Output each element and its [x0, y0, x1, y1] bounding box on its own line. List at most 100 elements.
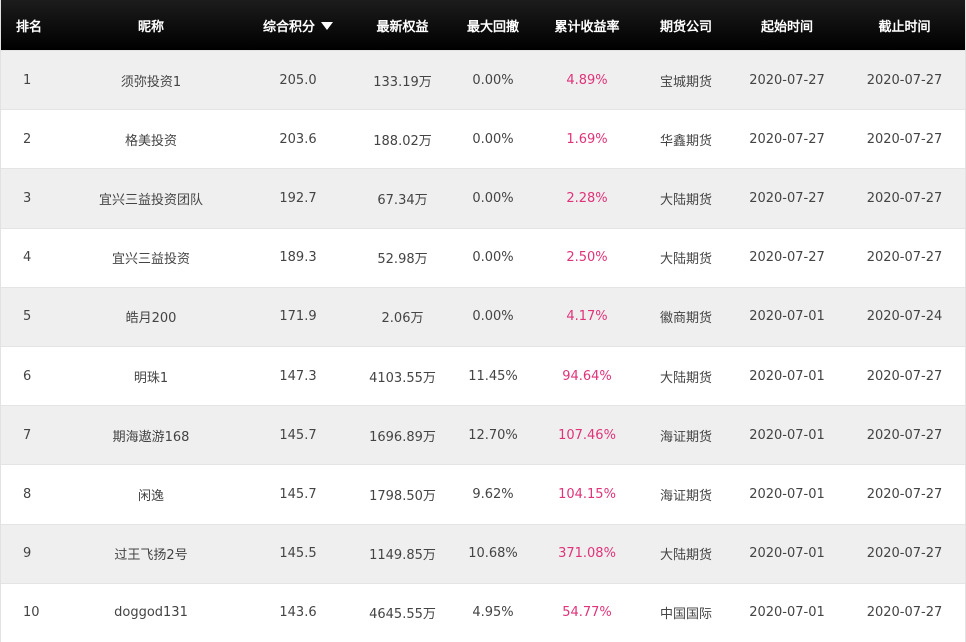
header-return: 累计收益率	[554, 19, 620, 35]
start-date-cell: 2020-07-01	[749, 486, 825, 502]
score-cell: 143.6	[279, 605, 317, 621]
end-date-cell: 2020-07-27	[866, 72, 943, 88]
end-date-cell: 2020-07-27	[866, 131, 943, 147]
return-cell: 1.69%	[566, 131, 608, 147]
table-header: 排名 昵称 综合积分 最新权益 最大回撤 累计收益率 期货公司 起始时间 截止时…	[1, 0, 965, 50]
start-date-cell: 2020-07-27	[749, 250, 825, 266]
header-drawdown: 最大回撤	[466, 19, 519, 35]
score-cell: 147.3	[279, 368, 317, 384]
table-row: 8 闲逸 145.7 1798.50万 9.62% 104.15% 海证期货 2020-07-…	[1, 464, 965, 524]
table-row: 9 过王飞扬2号 145.5 1149.85万 10.68% 371.08% 大陆期货 202…	[1, 523, 965, 583]
end-date-cell: 2020-07-27	[866, 190, 943, 206]
nickname-link[interactable]: 闲逸	[137, 488, 164, 504]
drawdown-cell: 12.70%	[468, 427, 518, 443]
header-score-label: 综合积分	[262, 19, 315, 35]
drawdown-cell: 0.00%	[472, 72, 514, 88]
nickname-link[interactable]: 格美投资	[124, 133, 177, 149]
header-nickname: 昵称	[137, 19, 164, 35]
table-row: 1 须弥投资1 205.0 133.19万 0.00% 4.89% 宝城期货 2020-07-…	[1, 50, 965, 110]
table-row: 2 格美投资 203.6 188.02万 0.00% 1.69% 华鑫期货 2020-07-2…	[1, 109, 965, 169]
header-equity: 最新权益	[376, 19, 429, 35]
start-date-cell: 2020-07-27	[749, 131, 825, 147]
broker-cell: 宝城期货	[659, 74, 712, 90]
rank-cell: 6	[23, 368, 32, 384]
score-cell: 189.3	[279, 250, 317, 266]
header-score-sort-button[interactable]: 综合积分	[245, 16, 351, 35]
header-broker: 期货公司	[659, 19, 712, 35]
header-rank: 排名	[15, 19, 42, 35]
table-row: 3 宜兴三益投资团队 192.7 67.34万 0.00% 2.28% 大陆期货 2020-0…	[1, 168, 965, 228]
header-end: 截止时间	[878, 19, 931, 35]
equity-cell: 1149.85万	[369, 548, 436, 564]
score-cell: 205.0	[279, 72, 317, 88]
score-cell: 171.9	[279, 309, 317, 325]
end-date-cell: 2020-07-24	[866, 309, 943, 325]
nickname-link[interactable]: 宜兴三益投资	[111, 252, 190, 268]
table-row: 6 明珠1 147.3 4103.55万 11.45% 94.64% 大陆期货 2020-07…	[1, 345, 965, 406]
start-date-cell: 2020-07-27	[749, 72, 825, 88]
score-cell: 145.5	[279, 546, 317, 562]
equity-cell: 1696.89万	[369, 429, 436, 445]
broker-cell: 华鑫期货	[659, 133, 712, 149]
sort-down-icon	[321, 22, 333, 30]
rank-cell: 7	[23, 427, 32, 443]
drawdown-cell: 0.00%	[472, 131, 514, 147]
broker-cell: 大陆期货	[659, 370, 712, 386]
nickname-link[interactable]: doggod131	[114, 605, 188, 621]
header-start: 起始时间	[760, 19, 813, 35]
score-cell: 192.7	[279, 190, 317, 206]
return-cell: 54.77%	[562, 605, 612, 621]
start-date-cell: 2020-07-27	[749, 190, 825, 206]
broker-cell: 大陆期货	[659, 548, 712, 564]
broker-cell: 海证期货	[659, 429, 712, 445]
equity-cell: 52.98万	[377, 252, 428, 268]
return-cell: 104.15%	[558, 486, 616, 502]
equity-cell: 67.34万	[377, 192, 428, 208]
nickname-link[interactable]: 须弥投资1	[120, 74, 182, 90]
broker-cell: 大陆期货	[659, 192, 712, 208]
drawdown-cell: 0.00%	[472, 190, 514, 206]
rank-cell: 5	[23, 309, 32, 325]
table-body: 1 须弥投资1 205.0 133.19万 0.00% 4.89% 宝城期货 2020-07-…	[1, 50, 965, 642]
nickname-link[interactable]: 期海遨游168	[112, 429, 190, 445]
rank-cell: 1	[23, 72, 32, 88]
drawdown-cell: 10.68%	[468, 546, 518, 562]
table-row: 7 期海遨游168 145.7 1696.89万 12.70% 107.46% 海证期货 20…	[1, 405, 965, 465]
start-date-cell: 2020-07-01	[749, 368, 825, 384]
return-cell: 371.08%	[558, 546, 616, 562]
nickname-link[interactable]: 宜兴三益投资团队	[98, 192, 203, 208]
return-cell: 4.17%	[566, 309, 608, 325]
score-cell: 203.6	[279, 131, 317, 147]
return-cell: 4.89%	[566, 72, 608, 88]
rank-cell: 8	[23, 486, 32, 502]
nickname-link[interactable]: 皓月200	[125, 311, 177, 327]
broker-cell: 海证期货	[659, 488, 712, 504]
drawdown-cell: 9.62%	[472, 486, 514, 502]
nickname-link[interactable]: 过王飞扬2号	[114, 548, 188, 564]
equity-cell: 1798.50万	[369, 488, 436, 504]
start-date-cell: 2020-07-01	[749, 309, 825, 325]
nickname-link[interactable]: 明珠1	[133, 370, 169, 386]
rank-cell: 4	[23, 250, 32, 266]
table-row: 10 doggod131 143.6 4645.55万 4.95% 54.77% 中国国际 2…	[1, 582, 965, 642]
broker-cell: 中国国际	[659, 607, 712, 623]
end-date-cell: 2020-07-27	[866, 250, 943, 266]
return-cell: 2.28%	[566, 190, 608, 206]
equity-cell: 4103.55万	[369, 370, 436, 386]
end-date-cell: 2020-07-27	[866, 486, 943, 502]
equity-cell: 188.02万	[373, 133, 432, 149]
return-cell: 2.50%	[566, 250, 608, 266]
drawdown-cell: 0.00%	[472, 309, 514, 325]
start-date-cell: 2020-07-01	[749, 605, 825, 621]
start-date-cell: 2020-07-01	[749, 546, 825, 562]
score-cell: 145.7	[279, 427, 317, 443]
return-cell: 94.64%	[562, 368, 612, 384]
equity-cell: 133.19万	[373, 74, 432, 90]
rank-cell: 3	[23, 190, 32, 206]
table-row: 5 皓月200 171.9 2.06万 0.00% 4.17% 徽商期货 2020-07-01…	[1, 286, 965, 346]
start-date-cell: 2020-07-01	[749, 427, 825, 443]
rank-cell: 10	[23, 605, 40, 621]
end-date-cell: 2020-07-27	[866, 368, 943, 384]
equity-cell: 2.06万	[381, 311, 424, 327]
